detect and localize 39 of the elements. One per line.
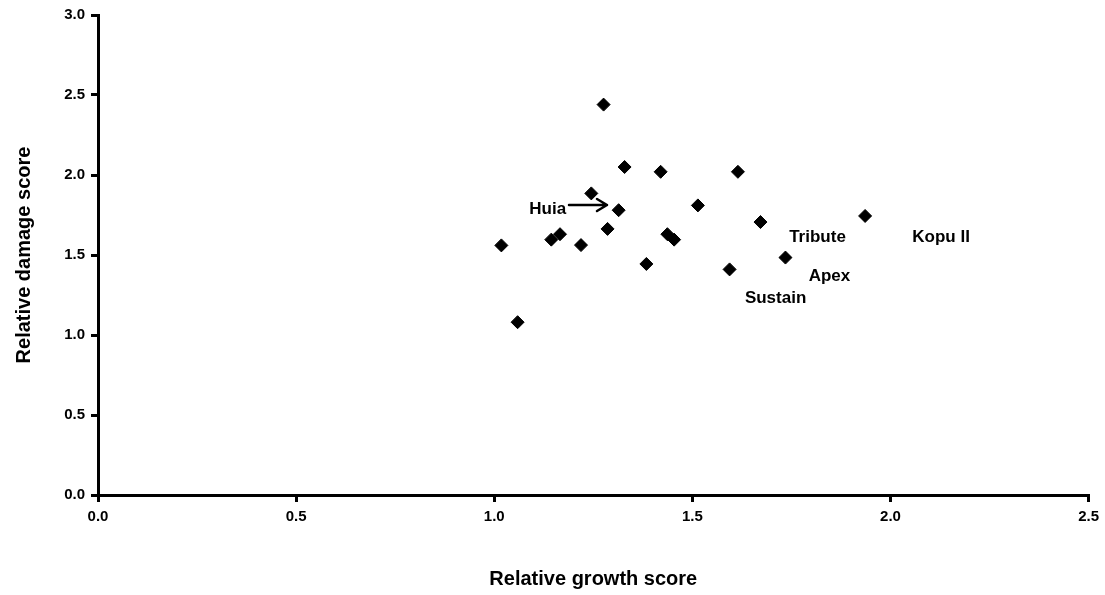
- x-tick-label: 0.5: [285, 507, 307, 525]
- annotation: Huia: [529, 198, 567, 218]
- x-tick-label: 1.0: [483, 507, 505, 525]
- point: [584, 186, 599, 201]
- x-tick-label: 2.5: [1078, 507, 1099, 525]
- point: [778, 250, 793, 265]
- point: [617, 160, 632, 174]
- point: [639, 256, 654, 271]
- x-tick-label: 2.0: [880, 507, 901, 525]
- point: [730, 164, 745, 179]
- point: [600, 221, 615, 236]
- y-tick-label: 2.5: [64, 85, 85, 103]
- point: [667, 232, 682, 247]
- annotation: Kopu II: [912, 226, 970, 246]
- y-tick-label: 3.0: [64, 5, 85, 23]
- y-tick-label: 1.5: [64, 245, 85, 263]
- annotation: Sustain: [744, 288, 807, 308]
- x-tick-label: 0.0: [87, 507, 109, 525]
- point: [611, 203, 626, 218]
- point: [653, 164, 668, 179]
- annotation: Tribute: [789, 226, 846, 246]
- y-tick-label: 0.5: [64, 405, 85, 423]
- y-axis-title: Relative damage score: [11, 146, 34, 364]
- point: [574, 238, 588, 253]
- point: [544, 232, 559, 247]
- x-axis-title: Relative growth score: [489, 566, 698, 589]
- point: [494, 238, 509, 253]
- y-tick-label: 0.0: [64, 485, 85, 503]
- point: [753, 215, 768, 230]
- x-tick-label: 1.5: [681, 507, 703, 525]
- y-tick-label: 2.0: [64, 165, 85, 183]
- y-tick-label: 1.0: [64, 325, 85, 343]
- point: [690, 198, 705, 213]
- point: [510, 315, 525, 330]
- annotation: Apex: [808, 266, 851, 286]
- point: [858, 208, 873, 223]
- point: [553, 227, 567, 242]
- point: [596, 97, 611, 112]
- point: [722, 262, 737, 277]
